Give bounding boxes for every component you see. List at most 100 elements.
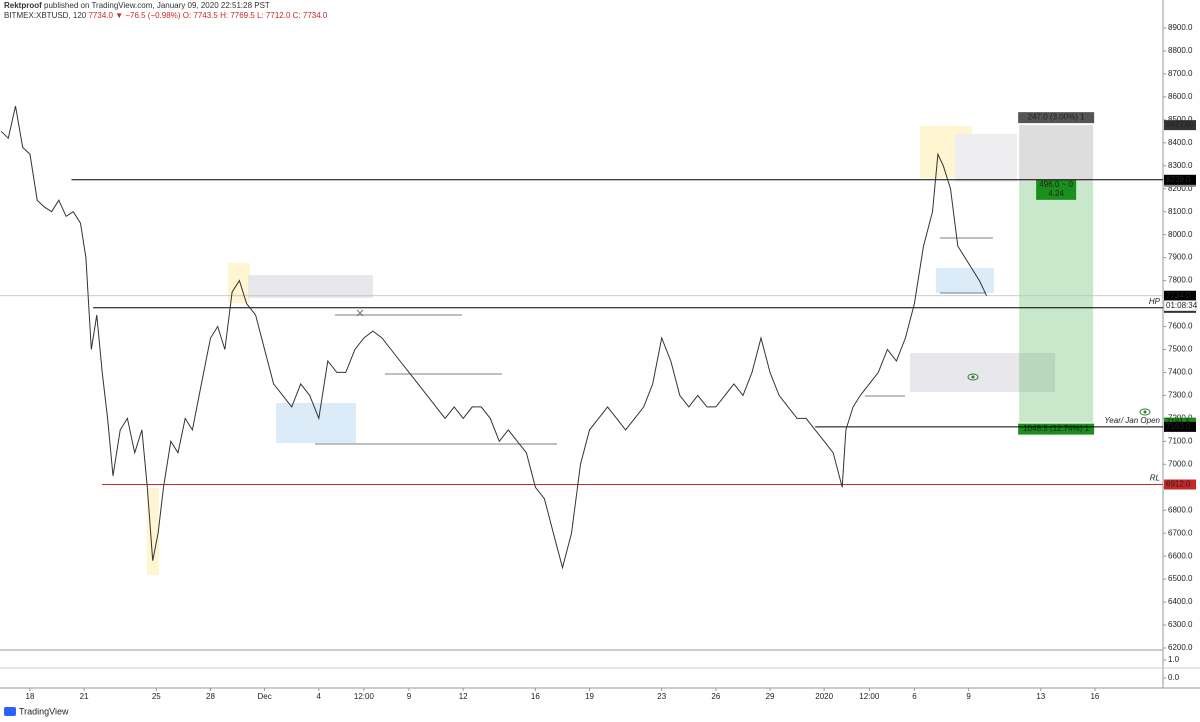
symbol-line: BITMEX:XBTUSD, 120 7734.0 ▼ −76.5 (−0.98… <box>4 11 328 20</box>
y-tick-label: 8100.0 <box>1168 207 1193 216</box>
zone <box>276 403 356 443</box>
y-tick-label: 8500.0 <box>1168 115 1193 124</box>
level-name: RL <box>1150 474 1160 483</box>
zone <box>228 263 250 303</box>
y-tick-label: 6500.0 <box>1168 574 1193 583</box>
highlights <box>147 126 1055 575</box>
countdown-bg <box>1163 300 1197 312</box>
x-tick-label: 25 <box>152 692 161 701</box>
ohlc: O: 7743.5 <box>183 11 219 20</box>
level-label: 7163.0 <box>1166 422 1191 431</box>
x-tick-label: 12 <box>459 692 468 701</box>
level-label-bg <box>1164 174 1196 185</box>
x-tick-label: 2020 <box>815 692 833 701</box>
level-name: HP <box>1149 297 1161 306</box>
x-tick-label: 12:00 <box>859 692 880 701</box>
eye-icon <box>1139 408 1151 416</box>
y-tick-label: 6800.0 <box>1168 505 1193 514</box>
x-tick-label: 16 <box>1090 692 1099 701</box>
x-tick-label: 13 <box>1036 692 1045 701</box>
profit-text: 1048.5 (12.74%) 1 <box>1023 424 1089 433</box>
ratio-text: 4.24 <box>1048 189 1064 198</box>
x-mark <box>356 309 364 317</box>
x-tick-label: 29 <box>766 692 775 701</box>
zone <box>955 134 1017 182</box>
y-tick-label: 8700.0 <box>1168 69 1193 78</box>
y-tick-label: 6600.0 <box>1168 551 1193 560</box>
y-tick-label: 7500.0 <box>1168 345 1193 354</box>
y-tick-label: 7900.0 <box>1168 253 1193 262</box>
y-tick-label: 0.0 <box>1168 673 1180 682</box>
x-tick-label: 18 <box>26 692 35 701</box>
x-tick-label: 6 <box>912 692 917 701</box>
y-tick-label: 8300.0 <box>1168 161 1193 170</box>
level-name: Year/ Jan Open <box>1104 416 1160 425</box>
position-profit <box>1019 181 1094 423</box>
x-tick-label: 28 <box>206 692 215 701</box>
last-price-label: 7734.0 <box>1166 291 1191 300</box>
symbol: BITMEX:XBTUSD, 120 <box>4 11 87 20</box>
y-tick-label: 8200.0 <box>1168 184 1193 193</box>
risk-text: 247.0 (3.00%) 1 <box>1028 113 1085 122</box>
level-label: 8239.0 <box>1166 175 1191 184</box>
x-tick-label: 26 <box>711 692 720 701</box>
x-tick-label: 12:00 <box>354 692 375 701</box>
zone <box>910 353 1055 392</box>
price-line <box>0 105 988 570</box>
ohlc: C: 7734.0 <box>293 11 328 20</box>
eye-icon <box>967 373 979 381</box>
zone <box>936 268 994 293</box>
y-tick-label: 7000.0 <box>1168 459 1193 468</box>
header-line: Rektproof published on TradingView.com, … <box>4 1 270 10</box>
x-tick-label: 23 <box>657 692 666 701</box>
y-tick-label: 8400.0 <box>1168 138 1193 147</box>
y-tick-label: 6700.0 <box>1168 528 1193 537</box>
y-tick-label: 6400.0 <box>1168 597 1193 606</box>
y-tick-label: 8900.0 <box>1168 23 1193 32</box>
zone <box>147 488 159 575</box>
author: Rektproof <box>4 1 42 10</box>
y-tick-label: 7600.0 <box>1168 322 1193 331</box>
eye-icons <box>967 373 1151 416</box>
y-tick-label: 7400.0 <box>1168 368 1193 377</box>
x-tick-label: 9 <box>966 692 971 701</box>
y-tick-label: 6200.0 <box>1168 643 1193 652</box>
x-tick-label: 19 <box>585 692 594 701</box>
stop-label: 8477.0 <box>1166 120 1191 129</box>
eye-icon <box>1143 410 1147 414</box>
level-label: 6912.0 <box>1166 480 1191 489</box>
last: 7734.0 <box>88 11 113 20</box>
drawings <box>315 237 993 445</box>
ohlc: H: 7769.5 <box>220 11 255 20</box>
zone <box>248 275 373 298</box>
last-price-label-bg <box>1164 290 1196 301</box>
published: published on TradingView.com, January 09… <box>44 1 270 10</box>
y-tick-label: 7300.0 <box>1168 391 1193 400</box>
risk-badge <box>1018 112 1095 124</box>
x-tick-label: Dec <box>258 692 272 701</box>
y-tick-label: 7100.0 <box>1168 436 1193 445</box>
countdown: 01:08:34 <box>1166 301 1198 310</box>
y-tick-label: 1.0 <box>1168 655 1180 664</box>
y-tick-label: 8600.0 <box>1168 92 1193 101</box>
x-tick-label: 16 <box>531 692 540 701</box>
x-tick-label: 21 <box>80 692 89 701</box>
stop-label-bg <box>1164 120 1196 131</box>
ratio-text: 496.0 ~ 0 <box>1039 180 1073 189</box>
change: ▼ −76.5 (−0.98%) <box>115 11 181 20</box>
y-tick-label: 8800.0 <box>1168 46 1193 55</box>
brand: TradingView <box>19 706 69 716</box>
ohlc: L: 7712.0 <box>257 11 291 20</box>
x-tick-label: 9 <box>407 692 412 701</box>
level-label-bg <box>1164 421 1196 432</box>
y-tick-label: 7800.0 <box>1168 276 1193 285</box>
eye-icon <box>971 375 975 379</box>
position-risk <box>1019 125 1094 182</box>
logo <box>4 707 16 716</box>
y-tick-label: 8000.0 <box>1168 230 1193 239</box>
profit-badge <box>1018 423 1095 435</box>
y-tick-label: 6300.0 <box>1168 620 1193 629</box>
ratio-badge <box>1036 179 1077 200</box>
